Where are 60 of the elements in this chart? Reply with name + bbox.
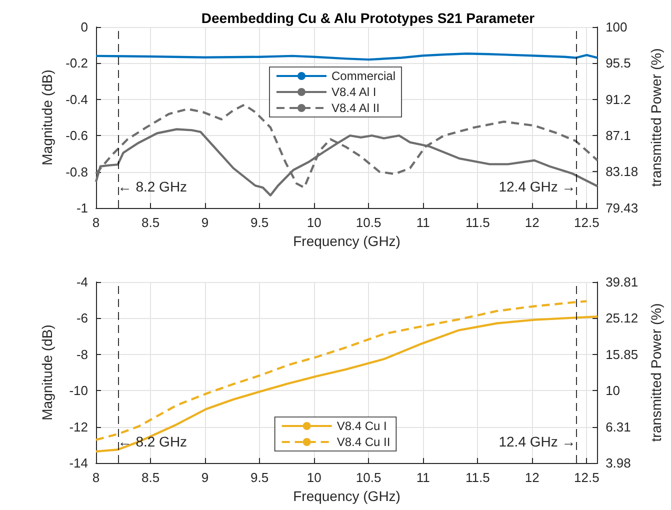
y2-tick-label: 91.2 — [606, 92, 631, 107]
legend-label: V8.4 Cu II — [336, 435, 390, 449]
y2-tick-label: 6.31 — [606, 419, 631, 434]
y2-tick-label: 79.43 — [606, 200, 638, 216]
x-tick-label: 8 — [92, 215, 100, 230]
y2-tick-label: 87.1 — [606, 128, 631, 144]
y2-tick-label: 100 — [606, 20, 628, 34]
y-tick-label: -6 — [76, 310, 88, 326]
x-axis-title: Frequency (GHz) — [293, 232, 400, 249]
x-tick-label: 12 — [524, 215, 540, 230]
y2-tick-label: 25.12 — [606, 310, 638, 326]
y2-tick-label: 10 — [606, 383, 620, 398]
x-tick-label: 10.5 — [356, 470, 382, 485]
x-tick-label: 9.5 — [250, 470, 269, 485]
y-tick-label: -10 — [69, 383, 88, 398]
legend-label: V8.4 Al II — [331, 101, 380, 115]
y-tick-label: -1 — [76, 200, 88, 216]
line-series — [94, 315, 599, 453]
legend-label: V8.4 Al I — [331, 85, 376, 99]
x-tick-label: 11.5 — [465, 215, 490, 230]
y-tick-label: -0.4 — [66, 92, 88, 107]
y-axis-title: Magnitude (dB) — [39, 324, 55, 420]
ref-line-label: 12.4 GHz → — [498, 178, 576, 194]
ref-line-label: ← 8.2 GHz — [118, 178, 188, 194]
ref-line-label: 12.4 GHz → — [498, 433, 576, 450]
x-tick-label: 12.5 — [574, 470, 600, 485]
x-tick-label: 11 — [416, 470, 430, 485]
y-tick-label: -4 — [76, 274, 88, 290]
y2-tick-label: 39.81 — [606, 274, 638, 290]
y2-axis-title: transmitted Power (%) — [648, 303, 664, 442]
legend-label: Commercial — [331, 69, 396, 83]
y2-tick-label: 95.5 — [606, 56, 631, 71]
x-tick-label: 10.5 — [356, 215, 382, 230]
x-tick-label: 9 — [201, 470, 209, 485]
x-tick-label: 8.5 — [141, 470, 160, 485]
y-tick-label: -12 — [69, 419, 88, 434]
y-tick-label: -0.6 — [66, 128, 88, 144]
y2-tick-label: 3.98 — [606, 456, 631, 470]
y-axis-title: Magnitude (dB) — [39, 70, 55, 166]
x-tick-label: 12.5 — [574, 215, 600, 230]
x-tick-label: 12 — [524, 470, 540, 485]
x-axis-title: Frequency (GHz) — [293, 488, 400, 504]
y-tick-label: -0.2 — [66, 56, 88, 71]
x-tick-label: 11.5 — [465, 470, 490, 485]
y2-tick-label: 15.85 — [606, 346, 638, 362]
x-tick-label: 8 — [92, 470, 100, 485]
y-tick-label: -8 — [76, 346, 88, 362]
y-tick-label: -0.8 — [66, 164, 88, 180]
x-tick-label: 8.5 — [141, 215, 160, 230]
x-tick-label: 10 — [306, 470, 322, 485]
y2-axis-title: transmitted Power (%) — [648, 48, 664, 187]
chart-title: Deembedding Cu & Alu Prototypes S21 Parameter — [201, 10, 536, 26]
y-tick-label: 0 — [80, 20, 88, 34]
y2-tick-label: 83.18 — [606, 164, 638, 180]
x-tick-label: 11 — [416, 215, 430, 230]
x-tick-label: 9 — [201, 215, 209, 230]
y-tick-label: -14 — [69, 456, 88, 470]
legend-label: V8.4 Cu I — [336, 419, 387, 433]
x-tick-label: 10 — [306, 215, 322, 230]
x-tick-label: 9.5 — [250, 215, 269, 230]
